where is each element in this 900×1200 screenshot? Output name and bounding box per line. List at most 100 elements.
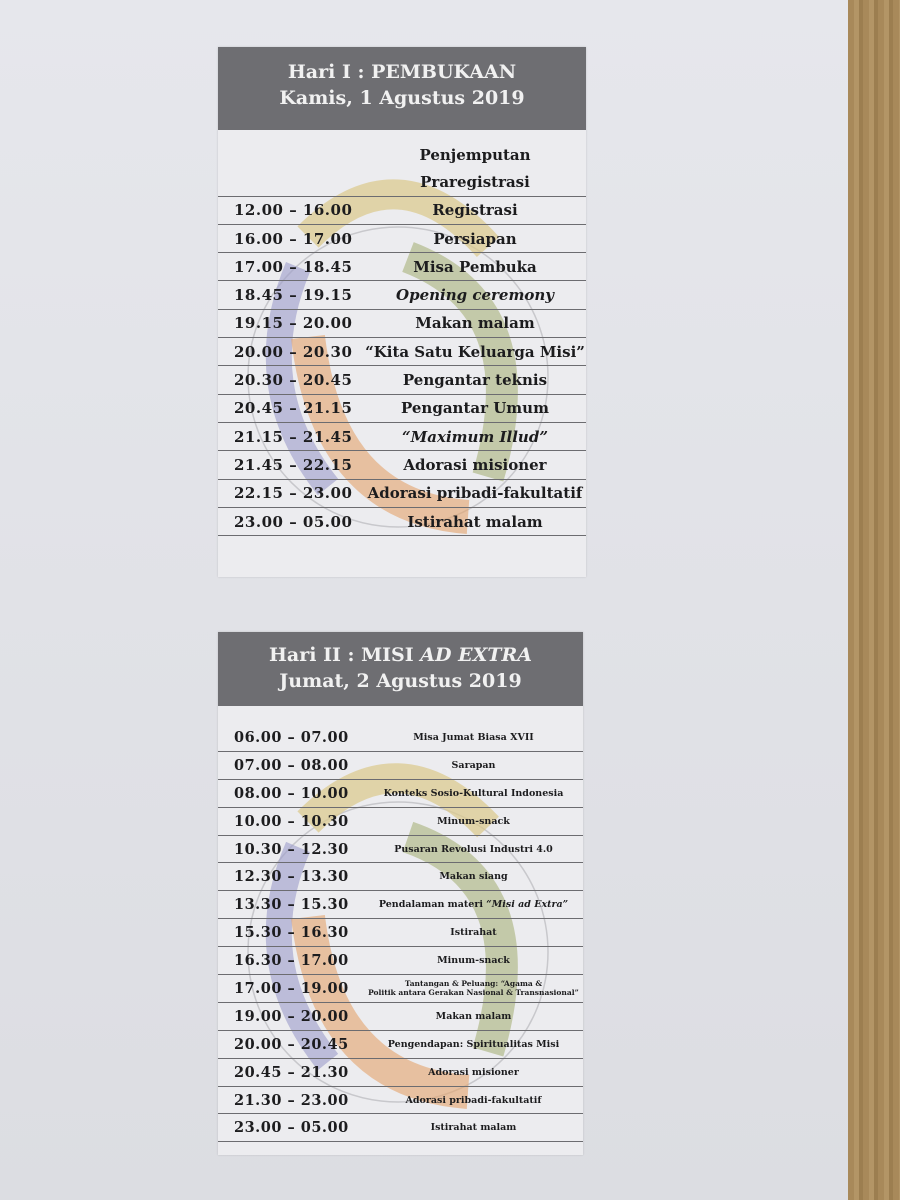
activity-text: Adorasi pribadi-fakultatif	[405, 1094, 542, 1106]
activity-italic-text: “Misi ad Extra”	[486, 899, 569, 911]
activity: Minum-snack	[364, 955, 583, 966]
schedule-row: 17.00 – 18.45 Misa Pembuka	[218, 253, 586, 282]
date: Jumat, 2 Agustus 2019	[279, 670, 522, 692]
schedule-row: 21.45 – 22.15 Adorasi misioner	[218, 451, 586, 480]
schedule-row: 10.30 – 12.30 Pusaran Revolusi Industri 4…	[218, 836, 583, 864]
activity: Adorasi pribadi-fakultatif	[364, 484, 586, 502]
activity-text: Opening ceremony	[396, 286, 554, 305]
activity-text: “Maximum Illud”	[402, 427, 548, 446]
time-slot: 17.00 – 18.45	[234, 257, 353, 276]
activity: Pengantar teknis	[364, 371, 586, 389]
activity-text: Misa Jumat Biasa XVII	[413, 731, 534, 743]
activity: Sarapan	[364, 760, 583, 771]
day-title-text: Hari II : MISI	[268, 644, 421, 666]
schedule-row: 17.00 – 19.00 Tantangan & Peluang: “Agama…	[218, 975, 583, 1003]
time-slot: 22.15 – 23.00	[234, 484, 353, 503]
activity-text: Pengantar teknis	[402, 371, 548, 390]
activity: Istirahat malam	[364, 513, 586, 531]
activity: Makan malam	[364, 314, 586, 332]
time-slot: 16.00 – 17.00	[234, 229, 353, 248]
time-slot: 08.00 – 10.00	[234, 784, 349, 802]
time-slot: 07.00 – 08.00	[234, 756, 349, 774]
activity-text: Sarapan	[451, 759, 496, 771]
activity: Makan siang	[364, 871, 583, 882]
schedule-row: 16.30 – 17.00 Minum-snack	[218, 947, 583, 976]
activity: Persiapan	[364, 230, 586, 248]
activity-text-line2: Politik antara Gerakan Nasional & Transn…	[368, 988, 579, 998]
activity: Istirahat malam	[364, 1122, 583, 1133]
activity: Adorasi misioner	[364, 456, 586, 474]
time-slot: 17.00 – 19.00	[234, 979, 349, 997]
activity-text: Minum-snack	[437, 955, 510, 967]
activity: Misa Jumat Biasa XVII	[364, 732, 583, 743]
time-slot: 06.00 – 07.00	[234, 728, 349, 746]
time-slot: 15.30 – 16.30	[234, 924, 349, 942]
time-slot: 20.00 – 20.45	[234, 1035, 349, 1053]
wooden-door-frame	[848, 0, 900, 1200]
time-slot: 21.15 – 21.45	[234, 427, 353, 446]
schedule-row: 20.00 – 20.45 Pengendapan: Spiritualitas …	[218, 1031, 583, 1059]
activity: Minum-snack	[364, 816, 583, 827]
time-slot: 12.30 – 13.30	[234, 868, 349, 886]
time-slot: 10.30 – 12.30	[234, 840, 349, 858]
activity: Pendalaman materi “Misi ad Extra”	[364, 899, 583, 910]
day-title: Hari II : MISI AD EXTRA	[218, 642, 583, 668]
activity-text: Istirahat malam	[430, 1122, 517, 1134]
time-slot: 19.15 – 20.00	[234, 314, 353, 333]
time-slot: 20.45 – 21.15	[234, 399, 353, 418]
activity-text: Makan malam	[415, 314, 535, 333]
activity: Pengendapan: Spiritualitas Misi	[364, 1039, 583, 1050]
activity-text: Persiapan	[433, 229, 517, 248]
activity-text: “Kita Satu Keluarga Misi”	[365, 342, 585, 361]
activity-text: Istirahat malam	[407, 512, 543, 531]
activity-text: Misa Pembuka	[413, 257, 537, 276]
activity: “Kita Satu Keluarga Misi”	[364, 343, 586, 361]
time-slot: 23.00 – 05.00	[234, 512, 353, 531]
activity-text: Makan malam	[435, 1010, 512, 1022]
activity: Registrasi	[364, 201, 586, 219]
activity-text: Praregistrasi	[420, 172, 530, 191]
schedule-row: 20.00 – 20.30 “Kita Satu Keluarga Misi”	[218, 338, 586, 367]
schedule-row: 12.30 – 13.30 Makan siang	[218, 863, 583, 892]
activity: Praregistrasi	[364, 173, 586, 191]
activity: Adorasi misioner	[364, 1067, 583, 1078]
schedule-row: 18.45 – 19.15 Opening ceremony	[218, 281, 586, 310]
schedule-row: Penjemputan	[218, 141, 586, 168]
schedule-poster-day-1: Hari I : PEMBUKAAN Kamis, 1 Agustus 2019…	[218, 47, 586, 577]
activity: Misa Pembuka	[364, 258, 586, 276]
date: Kamis, 1 Agustus 2019	[279, 87, 525, 109]
activity-text: Istirahat	[450, 927, 497, 939]
schedule-table: Penjemputan Praregistrasi 12.00 – 16.00 Reg…	[218, 141, 586, 537]
activity-text: Adorasi pribadi-fakultatif	[367, 484, 583, 503]
time-slot: 13.30 – 15.30	[234, 896, 349, 914]
time-slot: 20.00 – 20.30	[234, 342, 353, 361]
time-slot: 21.30 – 23.00	[234, 1091, 349, 1109]
schedule-row: 15.30 – 16.30 Istirahat	[218, 919, 583, 948]
activity: Istirahat	[364, 927, 583, 938]
activity: Pengantar Umum	[364, 399, 586, 417]
time-slot: 20.30 – 20.45	[234, 371, 353, 390]
schedule-row: 23.00 – 05.00 Istirahat malam	[218, 508, 586, 537]
time-slot: 19.00 – 20.00	[234, 1007, 349, 1025]
schedule-row: 13.30 – 15.30 Pendalaman materi “Misi ad …	[218, 891, 583, 920]
activity-text: Makan siang	[439, 871, 508, 883]
activity: Makan malam	[364, 1011, 583, 1022]
activity-text: Adorasi misioner	[403, 455, 547, 474]
poster-header: Hari II : MISI AD EXTRA Jumat, 2 Agustus…	[218, 632, 583, 706]
schedule-row: 23.00 – 05.00 Istirahat malam	[218, 1114, 583, 1143]
time-slot: 23.00 – 05.00	[234, 1119, 349, 1137]
schedule-row: 21.15 – 21.45 “Maximum Illud”	[218, 423, 586, 452]
schedule-row: 16.00 – 17.00 Persiapan	[218, 225, 586, 254]
time-slot: 10.00 – 10.30	[234, 812, 349, 830]
activity-text: Penjemputan	[419, 145, 531, 164]
schedule-row: 19.15 – 20.00 Makan malam	[218, 310, 586, 339]
activity-text: Pengendapan: Spiritualitas Misi	[387, 1038, 560, 1050]
schedule-row: 20.45 – 21.15 Pengantar Umum	[218, 395, 586, 423]
poster-header: Hari I : PEMBUKAAN Kamis, 1 Agustus 2019	[218, 47, 586, 130]
day-title: Hari I : PEMBUKAAN	[287, 61, 517, 83]
activity-text: Registrasi	[432, 201, 518, 220]
activity-text: Pusaran Revolusi Industri 4.0	[394, 843, 553, 855]
time-slot: 16.30 – 17.00	[234, 952, 349, 970]
schedule-row: 21.30 – 23.00 Adorasi pribadi-fakultatif	[218, 1087, 583, 1115]
activity-text: Adorasi misioner	[428, 1066, 519, 1078]
